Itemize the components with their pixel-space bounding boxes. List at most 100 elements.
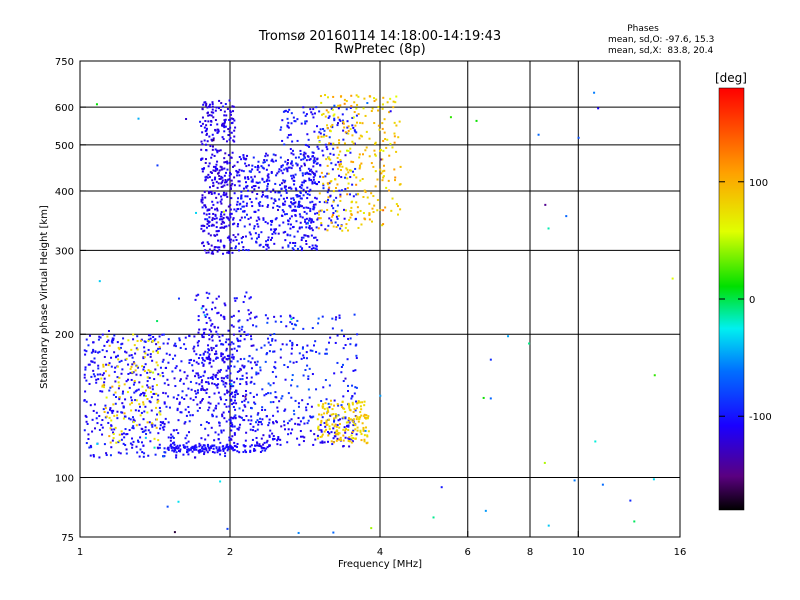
echo-point xyxy=(207,221,210,224)
echo-point xyxy=(350,434,353,437)
echo-point xyxy=(364,114,367,117)
echo-point xyxy=(312,220,315,223)
echo-point xyxy=(245,186,248,189)
echo-point xyxy=(287,223,290,226)
echo-point xyxy=(106,340,109,343)
echo-point xyxy=(337,419,340,422)
echo-point xyxy=(230,416,233,419)
echo-point xyxy=(98,280,101,283)
echo-point xyxy=(227,128,230,131)
echo-point xyxy=(284,213,287,216)
echo-point xyxy=(208,106,211,109)
echo-point xyxy=(368,212,371,215)
echo-point xyxy=(324,379,327,382)
echo-point xyxy=(228,410,231,413)
echo-point xyxy=(328,182,331,185)
echo-point xyxy=(254,211,257,214)
echo-point xyxy=(97,351,100,354)
echo-point xyxy=(338,438,341,441)
echo-point xyxy=(342,407,345,410)
echo-point xyxy=(201,206,204,209)
echo-point xyxy=(226,195,229,198)
echo-point xyxy=(543,461,546,464)
echo-point xyxy=(153,446,156,449)
echo-point xyxy=(330,162,333,165)
echo-point xyxy=(221,136,224,139)
echo-point xyxy=(249,381,252,384)
echo-point xyxy=(317,147,320,150)
echo-point xyxy=(352,411,355,414)
echo-point xyxy=(92,455,95,458)
echo-point xyxy=(349,128,352,131)
echo-point xyxy=(92,350,95,353)
echo-point xyxy=(118,396,121,399)
echo-point xyxy=(184,421,187,424)
echo-point xyxy=(346,120,349,123)
echo-point xyxy=(317,136,320,139)
echo-point xyxy=(321,406,324,409)
echo-point xyxy=(320,224,323,227)
echo-point xyxy=(290,187,293,190)
echo-point xyxy=(329,158,332,161)
echo-point xyxy=(289,205,292,208)
echo-point xyxy=(214,167,217,170)
echo-point xyxy=(246,154,249,157)
echo-point xyxy=(347,390,350,393)
echo-point xyxy=(185,394,188,397)
echo-point xyxy=(334,221,337,224)
echo-point xyxy=(231,151,234,154)
echo-point xyxy=(193,345,196,348)
echo-point xyxy=(228,174,231,177)
echo-point xyxy=(104,404,107,407)
echo-point xyxy=(157,341,160,344)
echo-point xyxy=(282,221,285,224)
echo-point xyxy=(314,203,317,206)
echo-point xyxy=(205,321,208,324)
echo-point xyxy=(227,178,230,181)
echo-point xyxy=(223,226,226,229)
echo-point xyxy=(312,165,315,168)
echo-point xyxy=(179,346,182,349)
echo-point xyxy=(305,222,308,225)
echo-point xyxy=(206,176,209,179)
echo-point xyxy=(343,98,346,101)
echo-point xyxy=(263,159,266,162)
echo-point xyxy=(289,241,292,244)
echo-point xyxy=(158,335,161,338)
echo-point xyxy=(102,363,105,366)
echo-point xyxy=(268,418,271,421)
echo-point xyxy=(139,448,142,451)
echo-point xyxy=(286,366,289,369)
echo-point xyxy=(281,209,284,212)
echo-point xyxy=(233,448,236,451)
echo-point xyxy=(229,212,232,215)
echo-point xyxy=(177,419,180,422)
echo-point xyxy=(351,403,354,406)
echo-point xyxy=(242,246,245,249)
echo-point xyxy=(332,413,335,416)
echo-point xyxy=(101,349,104,352)
echo-point xyxy=(139,394,142,397)
echo-point xyxy=(216,333,219,336)
echo-point xyxy=(193,456,196,459)
echo-point xyxy=(98,415,101,418)
echo-point xyxy=(117,451,120,454)
echo-point xyxy=(233,444,236,447)
echo-point xyxy=(347,425,350,428)
echo-point xyxy=(226,374,229,377)
echo-point xyxy=(100,423,103,426)
echo-point xyxy=(364,190,367,193)
echo-point xyxy=(195,361,198,364)
echo-point xyxy=(134,399,137,402)
echo-point xyxy=(324,402,327,405)
echo-point xyxy=(341,119,344,122)
echo-point xyxy=(276,204,279,207)
echo-point xyxy=(312,159,315,162)
echo-point xyxy=(265,240,268,243)
echo-point xyxy=(283,186,286,189)
echo-point xyxy=(156,350,159,353)
echo-point xyxy=(266,352,269,355)
echo-point xyxy=(205,102,208,105)
echo-point xyxy=(317,322,320,325)
echo-point xyxy=(205,392,208,395)
